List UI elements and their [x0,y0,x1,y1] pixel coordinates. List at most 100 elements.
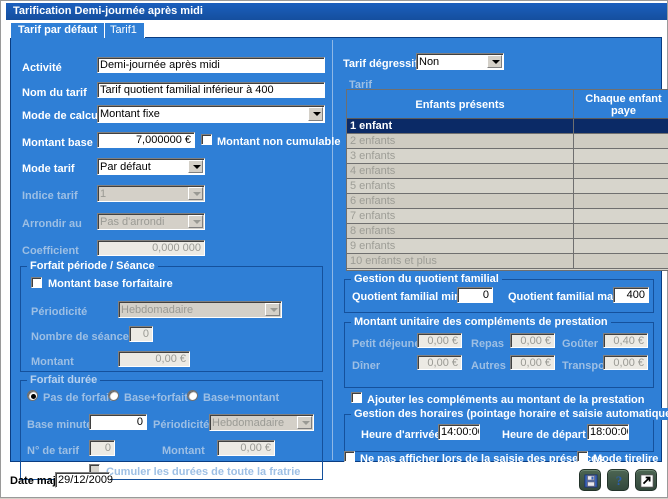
chevron-down-icon [188,215,203,228]
heure-arrivee-label: Heure d'arrivée [361,429,441,441]
indice-tarif-label: Indice tarif [22,190,78,202]
montant-non-cumulable-checkbox[interactable] [201,134,212,145]
mode-tirelire-checkbox[interactable] [577,451,588,462]
forfait-montant-label: Montant [31,356,74,368]
radio-base-montant[interactable] [187,390,198,401]
autres-input[interactable]: 0,00 € [510,355,555,370]
table-row[interactable]: 10 enfants et plus [347,254,668,269]
help-button[interactable]: ? [607,469,629,491]
cell-enfants-presents: 2 enfants [350,135,396,147]
ajouter-complements-checkbox[interactable] [351,392,362,403]
table-row[interactable]: 5 enfants [347,179,668,194]
table-row[interactable]: 7 enfants [347,209,668,224]
quotient-mini-input[interactable]: 0 [457,287,493,303]
table-body: 1 enfant 2 enfants 3 enfants 4 enfants 5 enf… [347,119,668,269]
heure-depart-input[interactable]: 18:00:00 [587,424,629,440]
save-button[interactable] [579,469,601,491]
indice-tarif-combo: 1 [97,185,205,202]
table-column-divider [573,254,574,268]
tarif-degressif-combo[interactable]: Non [416,53,504,70]
date-maj-input[interactable]: 29/12/2009 [55,472,113,488]
tarif-degressif-value: Non [419,56,440,68]
left-column: Activité Demi-journée après midi Nom du … [11,38,340,480]
chevron-down-icon[interactable] [487,55,502,68]
duree-periodicite-value: Hebdomadaire [212,417,285,429]
petit-dejeuner-input[interactable]: 0,00 € [417,333,462,348]
heure-arrivee-input[interactable]: 14:00:00 [438,424,480,440]
table-row[interactable]: 3 enfants [347,149,668,164]
gestion-horaires-group: Gestion des horaires (pointage horaire e… [344,408,668,452]
table-column-divider [573,164,574,178]
exit-button[interactable] [635,469,657,491]
gestion-horaires-caption: Gestion des horaires (pointage horaire e… [351,408,668,420]
window-title-bar: Tarification Demi-journée après midi [6,3,667,20]
chevron-down-icon[interactable] [308,107,323,121]
table-row[interactable]: 9 enfants [347,239,668,254]
table-column-divider [573,90,574,118]
forfait-montant-input: 0,00 € [118,351,190,367]
quotient-maxi-input[interactable]: 400 [613,287,649,303]
chevron-down-icon [188,187,203,200]
duree-periodicite-combo: Hebdomadaire [209,414,314,431]
montant-base-label: Montant base [22,137,93,149]
arrondir-au-combo: Pas d'arrondi [97,213,205,230]
date-maj-label: Date maj [10,475,56,487]
cell-enfants-presents: 4 enfants [350,165,396,177]
table-header-row: Enfants présents Chaque enfant paye [347,90,668,119]
ne-pas-afficher-label: Ne pas afficher lors de la saisie des pr… [360,453,604,465]
base-minutes-input[interactable]: 0 [89,414,147,430]
table-row[interactable]: 6 enfants [347,194,668,209]
montant-non-cumulable-label: Montant non cumulable [217,136,341,148]
table-column-divider [573,209,574,223]
forfait-duree-caption: Forfait durée [27,374,101,386]
no-de-tarif-input: 0 [89,440,115,456]
diner-label: Dîner [352,360,381,372]
coefficient-input: 0,000 000 [97,240,205,256]
nom-du-tarif-input[interactable]: Tarif quotient familial inférieur à 400 [97,82,325,98]
forfait-periode-seance-caption: Forfait période / Séance [27,260,158,272]
transports-input[interactable]: 0,00 € [603,355,648,370]
forfait-periodicite-label: Périodicité [31,306,88,318]
cell-enfants-presents: 9 enfants [350,240,396,252]
montant-base-input[interactable]: 7,000000 € [97,132,195,148]
montant-base-forfaitaire-label: Montant base forfaitaire [48,278,173,290]
window-title: Tarification Demi-journée après midi [13,5,203,17]
quotient-maxi-label: Quotient familial maxi [508,291,623,303]
cumuler-durees-label: Cumuler les durées de toute la fratrie [106,466,301,478]
montant-base-forfaitaire-checkbox[interactable] [31,277,42,288]
radio-base-montant-label: Base+montant [203,392,280,404]
cell-enfants-presents: 10 enfants et plus [350,255,437,267]
table-row[interactable]: 4 enfants [347,164,668,179]
diner-input[interactable]: 0,00 € [417,355,462,370]
radio-pas-de-forfait[interactable] [27,390,38,401]
activite-input[interactable]: Demi-journée après midi [97,57,325,73]
ne-pas-afficher-checkbox[interactable] [344,451,355,462]
gouter-input[interactable]: 0,40 € [603,333,648,348]
radio-base-forfait[interactable] [108,390,119,401]
table-row[interactable]: 2 enfants [347,134,668,149]
radio-base-forfait-label: Base+forfait [124,392,188,404]
save-icon [583,473,599,489]
tab-tarif1[interactable]: Tarif1 [102,22,145,38]
tab-tarif-par-defaut[interactable]: Tarif par défaut [10,22,106,38]
coefficient-label: Coefficient [22,245,79,257]
tarif-table[interactable]: Enfants présents Chaque enfant paye 1 en… [346,89,668,271]
tab-label: Tarif par défaut [18,24,98,36]
mode-tarif-value: Par défaut [100,161,151,173]
quotient-familial-group: Gestion du quotient familial Quotient fa… [344,273,654,313]
mode-de-calcul-combo[interactable]: Montant fixe [97,105,325,123]
mode-tirelire-label: Mode tirelire [593,453,659,465]
heure-depart-label: Heure de départ [502,429,586,441]
table-row[interactable]: 8 enfants [347,224,668,239]
table-column-divider [573,224,574,238]
chevron-down-icon[interactable] [188,160,203,173]
mode-tarif-combo[interactable]: Par défaut [97,158,205,175]
nombre-de-seances-label: Nombre de séances [31,331,135,343]
repas-input[interactable]: 0,00 € [510,333,555,348]
chevron-down-icon [265,303,280,316]
column-divider [332,40,333,460]
table-row[interactable]: 1 enfant [347,119,668,134]
autres-label: Autres [471,360,506,372]
help-icon: ? [615,473,623,488]
nom-du-tarif-label: Nom du tarif [22,87,87,99]
